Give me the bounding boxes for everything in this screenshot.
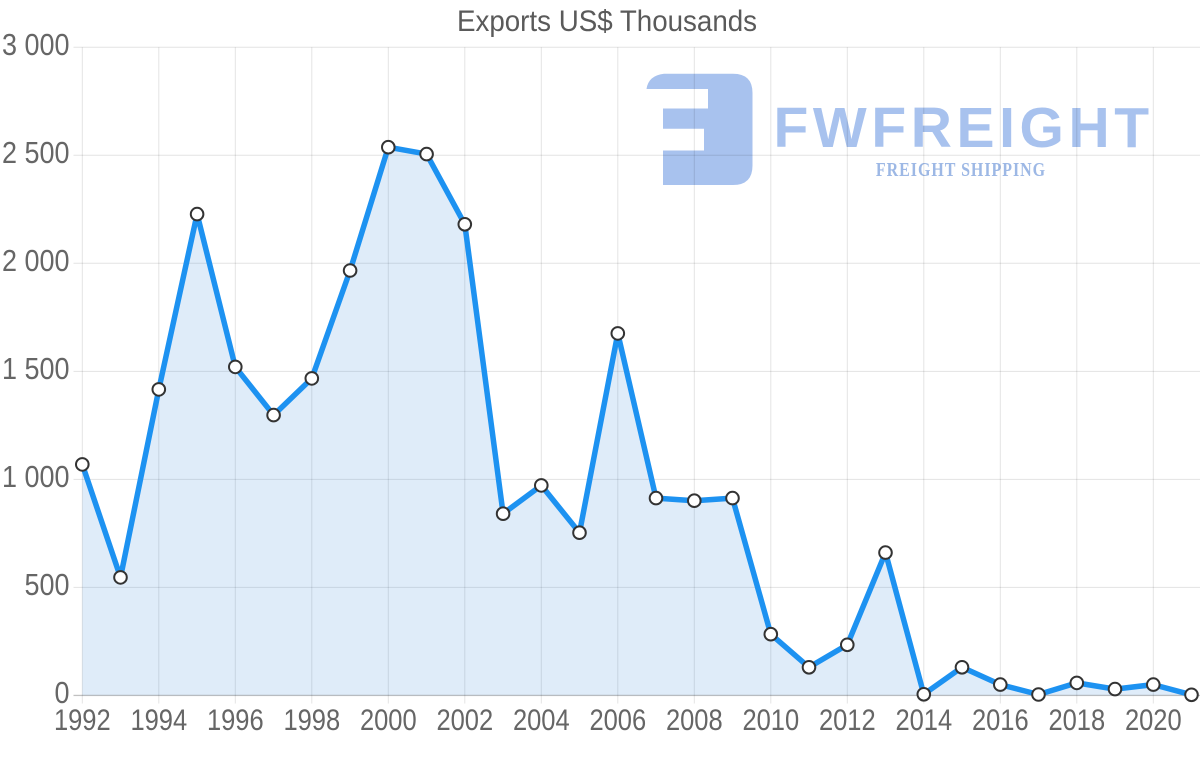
svg-text:2006: 2006 (589, 703, 646, 736)
svg-text:FREIGHT SHIPPING: FREIGHT SHIPPING (876, 158, 1046, 180)
svg-text:2004: 2004 (513, 703, 570, 736)
svg-text:2016: 2016 (972, 703, 1029, 736)
svg-text:2000: 2000 (360, 703, 417, 736)
svg-text:Exports US$ Thousands: Exports US$ Thousands (457, 5, 757, 38)
svg-text:2020: 2020 (1125, 703, 1182, 736)
svg-text:0: 0 (55, 676, 70, 710)
svg-text:1 000: 1 000 (2, 460, 69, 494)
svg-text:2 000: 2 000 (2, 244, 69, 278)
svg-text:2018: 2018 (1048, 703, 1105, 736)
svg-text:2 500: 2 500 (2, 136, 69, 170)
svg-text:2014: 2014 (895, 703, 952, 736)
svg-text:1 500: 1 500 (2, 352, 69, 386)
svg-text:FWFREIGHT: FWFREIGHT (774, 96, 1154, 160)
svg-text:2008: 2008 (666, 703, 723, 736)
svg-text:1998: 1998 (283, 703, 340, 736)
svg-text:1994: 1994 (130, 703, 187, 736)
svg-text:500: 500 (25, 568, 70, 602)
svg-text:3 000: 3 000 (2, 28, 69, 62)
svg-text:2012: 2012 (819, 703, 876, 736)
svg-text:2002: 2002 (436, 703, 493, 736)
svg-text:1996: 1996 (207, 703, 264, 736)
svg-text:2010: 2010 (742, 703, 799, 736)
svg-text:1992: 1992 (54, 703, 111, 736)
